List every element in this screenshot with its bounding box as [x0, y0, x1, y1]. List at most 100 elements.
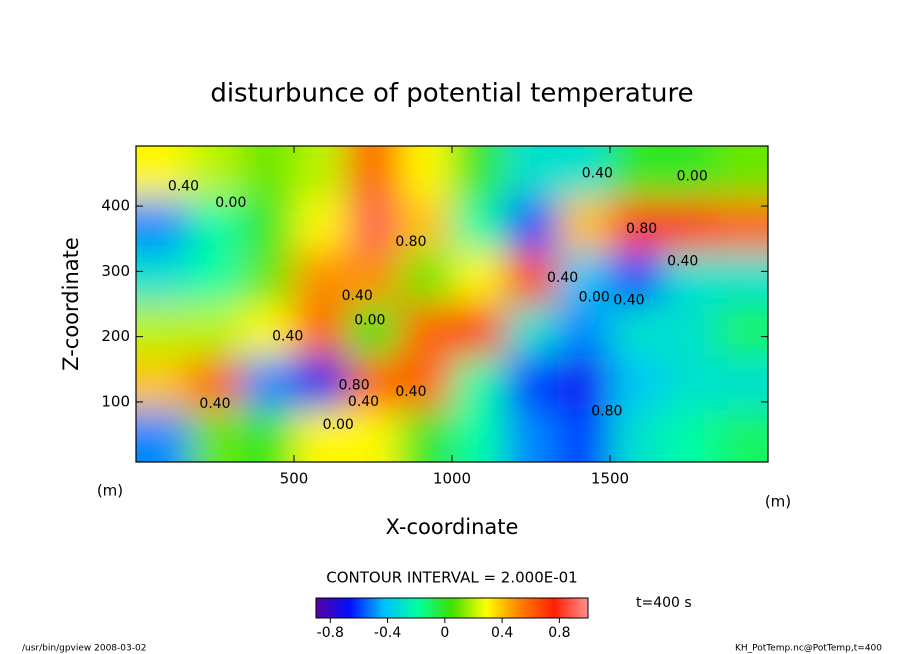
- time-label: t=400 s: [636, 595, 692, 611]
- cell: [136, 251, 190, 306]
- cell: [346, 146, 401, 200]
- y-unit: (m): [97, 482, 123, 500]
- cell: [293, 409, 348, 462]
- x-tick-label: 1000: [433, 470, 471, 488]
- cell: [557, 198, 612, 253]
- colorbar-tick-label: -0.8: [317, 625, 344, 641]
- cell: [504, 356, 559, 411]
- cell: [609, 146, 664, 200]
- contour-label: 0.40: [547, 270, 578, 286]
- cell: [715, 146, 768, 200]
- cell: [557, 356, 612, 411]
- y-tick-label: 300: [101, 262, 130, 280]
- cell: [662, 356, 717, 411]
- cell: [293, 356, 348, 411]
- footer-right: KH_PotTemp.nc@PotTemp,t=400: [735, 644, 882, 654]
- contour-label: 0.80: [591, 404, 622, 420]
- cell: [451, 146, 506, 200]
- contour-label: 0.80: [395, 234, 426, 250]
- y-tick-label: 100: [101, 392, 130, 410]
- cell: [136, 198, 190, 253]
- contour-label: 0.00: [354, 312, 385, 328]
- cell: [609, 303, 664, 358]
- cell: [399, 303, 454, 358]
- cell: [346, 303, 401, 358]
- cell: [504, 409, 559, 462]
- cell: [188, 303, 243, 358]
- cell: [293, 251, 348, 306]
- cell: [609, 198, 664, 253]
- cell: [662, 409, 717, 462]
- cell: [504, 251, 559, 306]
- contour-label: 0.00: [677, 169, 708, 185]
- cell: [451, 198, 506, 253]
- cell: [241, 198, 296, 253]
- x-axis-label: X-coordinate: [386, 515, 519, 539]
- colorbar: [315, 597, 589, 619]
- cell: [609, 356, 664, 411]
- cell: [662, 146, 717, 200]
- cell: [557, 409, 612, 462]
- contour-label: 0.40: [342, 288, 373, 304]
- cell: [241, 303, 296, 358]
- cell: [188, 409, 243, 462]
- cell: [346, 198, 401, 253]
- colorbar-tick-label: 0.4: [491, 625, 513, 641]
- cell: [451, 251, 506, 306]
- contour-label: 0.40: [582, 165, 613, 181]
- cell: [715, 198, 768, 253]
- cell: [188, 251, 243, 306]
- colorbar-tick-label: 0.8: [548, 625, 570, 641]
- cell: [188, 146, 243, 200]
- cell: [241, 409, 296, 462]
- x-tick-label: 500: [280, 470, 309, 488]
- cell: [346, 251, 401, 306]
- contour-label: 0.40: [168, 178, 199, 194]
- cell: [241, 146, 296, 200]
- cell: [346, 409, 401, 462]
- cell: [136, 146, 190, 200]
- cell: [504, 303, 559, 358]
- contour-label: 0.40: [199, 396, 230, 412]
- chart-title: disturbunce of potential temperature: [210, 79, 693, 109]
- cell: [662, 251, 717, 306]
- cell: [399, 198, 454, 253]
- cell: [293, 146, 348, 200]
- cell: [136, 303, 190, 358]
- cell: [188, 198, 243, 253]
- cell: [557, 146, 612, 200]
- footer-left: /usr/bin/gpview 2008-03-02: [22, 644, 146, 654]
- cell: [188, 356, 243, 411]
- cell: [609, 251, 664, 306]
- plot-frame: [135, 145, 769, 463]
- contour-label: 0.40: [272, 329, 303, 345]
- field: [136, 146, 768, 462]
- x-tick-label: 1500: [591, 470, 629, 488]
- y-axis-label: Z-coordinate: [59, 237, 83, 371]
- cell: [715, 409, 768, 462]
- colorbar-tick-label: -0.4: [374, 625, 401, 641]
- y-tick-label: 400: [101, 197, 130, 215]
- cell: [399, 251, 454, 306]
- cell: [399, 146, 454, 200]
- cell: [451, 356, 506, 411]
- cell: [136, 356, 190, 411]
- contour-interval: CONTOUR INTERVAL = 2.000E-01: [326, 569, 577, 587]
- x-unit: (m): [765, 493, 791, 511]
- cell: [609, 409, 664, 462]
- cell: [557, 251, 612, 306]
- cell: [136, 409, 190, 462]
- cell: [241, 356, 296, 411]
- cell: [715, 356, 768, 411]
- cell: [241, 251, 296, 306]
- contour-label: 0.00: [215, 195, 246, 211]
- colorbar-tick-label: 0: [440, 625, 449, 641]
- cell: [293, 303, 348, 358]
- cell: [451, 409, 506, 462]
- cell: [504, 198, 559, 253]
- contour-label: 0.40: [395, 384, 426, 400]
- cell: [662, 198, 717, 253]
- cell: [557, 303, 612, 358]
- contour-label: 0.40: [613, 293, 644, 309]
